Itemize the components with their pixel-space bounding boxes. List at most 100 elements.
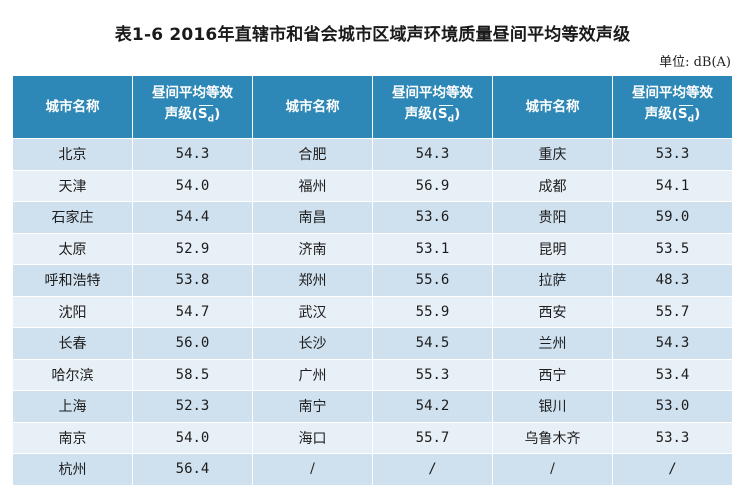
symbol-base: S bbox=[197, 106, 208, 123]
table-row: 北京 54.3 合肥 54.3 重庆 53.3 bbox=[12, 138, 733, 171]
level-cell: 52.9 bbox=[132, 232, 253, 265]
level-cell: 54.3 bbox=[372, 138, 493, 171]
city-cell: 合肥 bbox=[252, 138, 373, 171]
city-cell: 杭州 bbox=[12, 453, 133, 486]
city-cell: 北京 bbox=[12, 138, 133, 171]
city-cell: 郑州 bbox=[252, 264, 373, 297]
city-cell: 广州 bbox=[252, 358, 373, 391]
level-symbol: Sd bbox=[678, 104, 694, 131]
header-level-line1: 昼间平均等效 bbox=[152, 85, 233, 102]
table-title: 表1-6 2016年直辖市和省会城市区域声环境质量昼间平均等效声级 bbox=[114, 25, 631, 45]
header-level-1: 昼间平均等效 声级(Sd) bbox=[132, 75, 253, 139]
header-level-2: 昼间平均等效 声级(Sd) bbox=[372, 75, 493, 139]
symbol-sub: d bbox=[207, 114, 215, 125]
level-cell: 54.0 bbox=[132, 169, 253, 202]
level-cell: / bbox=[612, 453, 733, 486]
level-cell: 53.3 bbox=[612, 138, 733, 171]
table-row: 太原 52.9 济南 53.1 昆明 53.5 bbox=[12, 232, 733, 265]
city-cell: 乌鲁木齐 bbox=[492, 421, 613, 454]
city-cell: 呼和浩特 bbox=[12, 264, 133, 297]
city-cell: 拉萨 bbox=[492, 264, 613, 297]
level-cell: 54.4 bbox=[132, 201, 253, 234]
header-city-2: 城市名称 bbox=[252, 75, 373, 139]
table-row: 呼和浩特 53.8 郑州 55.6 拉萨 48.3 bbox=[12, 264, 733, 297]
level-cell: 48.3 bbox=[612, 264, 733, 297]
city-cell: 兰州 bbox=[492, 327, 613, 360]
level-cell: 53.5 bbox=[612, 232, 733, 265]
level-cell: 53.0 bbox=[612, 390, 733, 423]
overbar bbox=[198, 105, 214, 107]
table-header-row: 城市名称 昼间平均等效 声级(Sd) 城市名称 昼间平均等效 声级(Sd) 城市… bbox=[12, 75, 733, 139]
level-cell: 54.2 bbox=[372, 390, 493, 423]
table-row: 杭州 56.4// / / bbox=[12, 453, 733, 486]
level-cell: 54.3 bbox=[612, 327, 733, 360]
level-symbol: Sd bbox=[438, 104, 454, 131]
city-cell: 重庆 bbox=[492, 138, 613, 171]
level-symbol: Sd bbox=[198, 104, 214, 131]
city-cell: 昆明 bbox=[492, 232, 613, 265]
table-row: 长春 56.0 长沙 54.5 兰州 54.3 bbox=[12, 327, 733, 360]
level-cell: 54.1 bbox=[612, 169, 733, 202]
level-cell: 54.0 bbox=[132, 421, 253, 454]
city-cell: 南昌 bbox=[252, 201, 373, 234]
header-level-close: ) bbox=[694, 106, 701, 123]
table-row: 沈阳 54.7 武汉 55.9 西安 55.7 bbox=[12, 295, 733, 328]
city-cell: 沈阳 bbox=[12, 295, 133, 328]
level-cell: 53.6 bbox=[372, 201, 493, 234]
level-cell: 53.1 bbox=[372, 232, 493, 265]
city-cell: 长沙 bbox=[252, 327, 373, 360]
city-cell: 福州 bbox=[252, 169, 373, 202]
header-level-line2: 声级( bbox=[164, 106, 198, 123]
level-cell: 53.3 bbox=[612, 421, 733, 454]
header-city-3: 城市名称 bbox=[492, 75, 613, 139]
city-cell: 海口 bbox=[252, 421, 373, 454]
level-cell: 55.7 bbox=[612, 295, 733, 328]
table-row: 哈尔滨 58.5 广州 55.3 西宁 53.4 bbox=[12, 358, 733, 391]
level-cell: 52.3 bbox=[132, 390, 253, 423]
city-cell: 武汉 bbox=[252, 295, 373, 328]
overbar bbox=[438, 105, 454, 107]
symbol-sub: d bbox=[687, 114, 695, 125]
city-cell: 贵阳 bbox=[492, 201, 613, 234]
header-city-1: 城市名称 bbox=[12, 75, 133, 139]
table-row: 上海 52.3 南宁 54.2 银川 53.0 bbox=[12, 390, 733, 423]
header-level-line2: 声级( bbox=[644, 106, 678, 123]
unit-label: 单位: dB(A) bbox=[659, 55, 731, 70]
city-cell: 天津 bbox=[12, 169, 133, 202]
level-cell: 56.9 bbox=[372, 169, 493, 202]
level-cell: 56.4 bbox=[132, 453, 253, 486]
city-cell: 银川 bbox=[492, 390, 613, 423]
city-cell: 南宁 bbox=[252, 390, 373, 423]
table-row: 天津 54.0 福州 56.9 成都 54.1 bbox=[12, 169, 733, 202]
city-cell: 成都 bbox=[492, 169, 613, 202]
header-level-line1: 昼间平均等效 bbox=[632, 85, 713, 102]
level-cell: 53.8 bbox=[132, 264, 253, 297]
level-cell: 54.3 bbox=[132, 138, 253, 171]
city-cell: 西宁 bbox=[492, 358, 613, 391]
table-row: 石家庄 54.4 南昌 53.6 贵阳 59.0 bbox=[12, 201, 733, 234]
city-cell: 长春 bbox=[12, 327, 133, 360]
city-cell: 上海 bbox=[12, 390, 133, 423]
city-cell: 济南 bbox=[252, 232, 373, 265]
header-level-3: 昼间平均等效 声级(Sd) bbox=[612, 75, 733, 139]
header-level-close: ) bbox=[214, 106, 221, 123]
level-cell: 55.7 bbox=[372, 421, 493, 454]
level-cell: 54.7 bbox=[132, 295, 253, 328]
overbar bbox=[678, 105, 694, 107]
level-cell: 59.0 bbox=[612, 201, 733, 234]
city-cell: 哈尔滨 bbox=[12, 358, 133, 391]
table-row: 南京 54.0 海口 55.7 乌鲁木齐 53.3 bbox=[12, 421, 733, 454]
symbol-sub: d bbox=[447, 114, 455, 125]
level-cell: 53.4 bbox=[612, 358, 733, 391]
header-level-line2: 声级( bbox=[404, 106, 438, 123]
noise-level-table: 城市名称 昼间平均等效 声级(Sd) 城市名称 昼间平均等效 声级(Sd) 城市… bbox=[12, 75, 733, 486]
level-cell: 56.0 bbox=[132, 327, 253, 360]
symbol-base: S bbox=[677, 106, 688, 123]
city-cell: 石家庄 bbox=[12, 201, 133, 234]
city-cell: / bbox=[252, 453, 373, 486]
header-level-line1: 昼间平均等效 bbox=[392, 85, 473, 102]
symbol-base: S bbox=[437, 106, 448, 123]
header-level-close: ) bbox=[454, 106, 461, 123]
level-cell: 54.5 bbox=[372, 327, 493, 360]
city-cell: 西安 bbox=[492, 295, 613, 328]
